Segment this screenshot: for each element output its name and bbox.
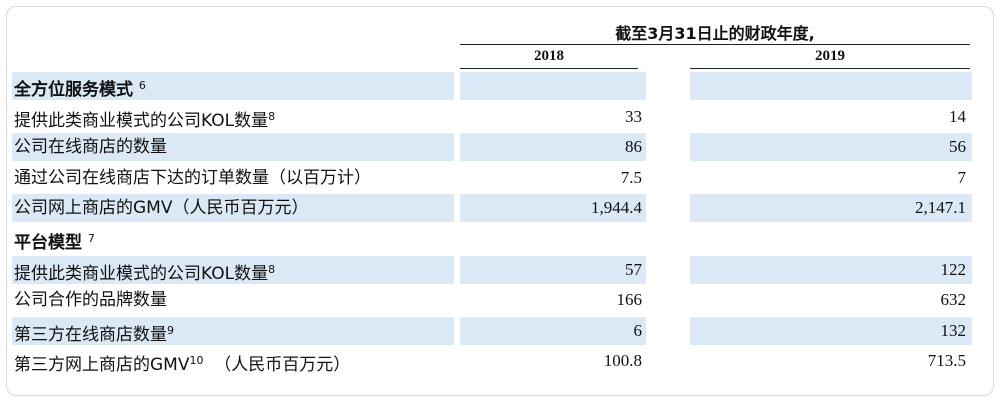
value-2018: 57 [460,255,646,284]
row-label: 通过公司在线商店下达的订单数量（以百万计） [14,167,371,188]
table-row: 第三方网上商店的GMV10 （人民币百万元） 100.8 713.5 [12,347,972,375]
year-underline-2018 [460,68,638,69]
row-label: 提供此类商业模式的公司KOL数量 [14,263,269,284]
value-2019: 14 [949,106,966,126]
row-label: 公司在线商店的数量 [14,137,167,158]
row-label: 公司合作的品牌数量 [14,290,167,311]
value-2019: 7 [957,167,967,187]
period-underline [460,44,970,45]
footnote-ref: 10 [189,354,204,368]
section-title: 平台模型 [14,232,82,253]
footnote-ref: 8 [268,262,276,276]
table-row: 通过公司在线商店下达的订单数量（以百万计） 7.5 7 [12,164,972,192]
value-2018: 1,944.4 [460,194,646,223]
footnote-ref: 7 [87,231,95,245]
value-2019: 122 [690,255,972,284]
value-2019: 713.5 [927,351,966,371]
section-header-full-service: 全方位服务模式 6 [12,72,972,100]
row-label: 公司网上商店的GMV（人民币百万元） [14,198,309,219]
table-row: 公司在线商店的数量 86 56 [12,133,972,162]
value-2018: 166 [616,290,643,310]
table-row: 第三方在线商店数量9 6 132 [12,316,972,345]
year-header-2018: 2018 [534,48,564,64]
table-row: 公司网上商店的GMV（人民币百万元） 1,944.4 2,147.1 [12,194,972,223]
table-row: 提供此类商业模式的公司KOL数量8 33 14 [12,103,972,131]
value-2019: 632 [940,290,967,310]
row-label: 提供此类商业模式的公司KOL数量 [14,110,269,131]
footnote-ref: 8 [268,109,276,123]
row-label-unit: （人民币百万元） [214,355,351,376]
value-2018: 6 [460,316,646,345]
section-title: 全方位服务模式 [14,80,133,100]
table-row: 提供此类商业模式的公司KOL数量8 57 122 [12,255,972,284]
footnote-ref: 9 [167,323,174,337]
value-2018: 33 [625,106,642,126]
table-row: 公司合作的品牌数量 166 632 [12,286,972,314]
value-2018: 7.5 [620,167,642,187]
value-2018: 100.8 [603,351,642,371]
row-label: 第三方网上商店的GMV [14,355,190,376]
footnote-ref: 6 [138,79,146,92]
value-2018: 86 [460,133,646,162]
metrics-table: 全方位服务模式 6 提供此类商业模式的公司KOL数量8 33 14 公司在线商店… [12,72,972,378]
year-header-2019: 2019 [815,48,845,64]
fiscal-period-title: 截至3月31日止的财政年度, [615,24,815,43]
year-underline-2019 [690,68,970,69]
section-header-platform: 平台模型 7 [12,225,972,253]
value-2019: 132 [690,316,972,345]
value-2019: 2,147.1 [690,194,972,223]
value-2019: 56 [690,133,972,162]
row-label: 第三方在线商店数量 [14,324,167,345]
